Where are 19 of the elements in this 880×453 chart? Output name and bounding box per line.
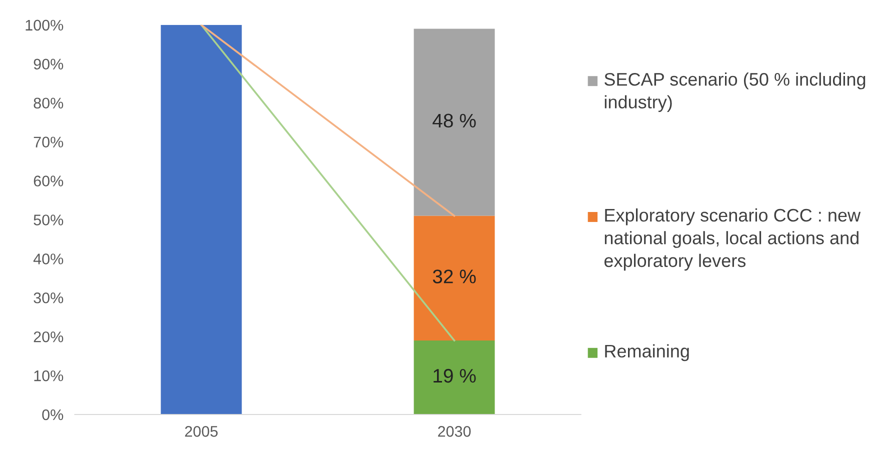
y-tick-label: 50%: [34, 214, 64, 226]
data-label: 19 %: [434, 368, 476, 383]
y-tick-label: 80%: [34, 98, 64, 109]
x-tick-label: 2030: [438, 426, 471, 437]
legend-label: SECAP scenario (50 % including industry): [604, 72, 866, 112]
y-tick-label: 90%: [34, 58, 64, 70]
y-tick-label: 30%: [34, 292, 64, 304]
y-tick-label: 10%: [34, 370, 64, 382]
y-tick-label: 60%: [34, 176, 64, 186]
y-tick-label: 70%: [34, 136, 64, 148]
y-tick-label: 20%: [34, 331, 64, 342]
legend-label: Remaining: [605, 344, 689, 362]
data-label: 32 %: [432, 270, 476, 284]
legend-label: Exploratory scenario CCC : new national goals, local actions and exploratory levers: [604, 208, 861, 271]
data-label: 48 %: [432, 114, 476, 128]
x-tick-label: 2005: [185, 426, 218, 437]
y-tick-label: 40%: [33, 254, 64, 264]
y-tick-label: 100%: [26, 20, 64, 31]
y-tick-label: 0%: [42, 409, 64, 420]
